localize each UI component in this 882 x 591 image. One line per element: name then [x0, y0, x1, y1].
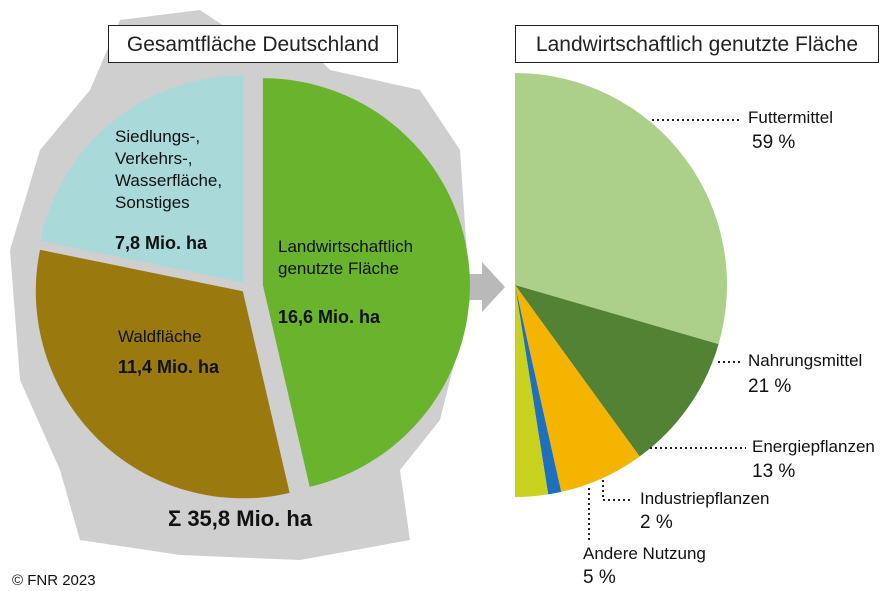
slice: [515, 73, 727, 345]
category-label: Andere Nutzung: [583, 544, 706, 563]
category-label: Siedlungs-, Verkehrs-, Wasserfläche, Son…: [115, 127, 223, 212]
value-label: 5 %: [583, 567, 616, 588]
leader-lines: [588, 119, 746, 540]
pie-right: [515, 73, 727, 497]
category-label: Nahrungsmittel: [748, 351, 863, 370]
title-left: Gesamtfläche Deutschland: [108, 25, 398, 63]
slice: [515, 285, 640, 492]
category-label: Energiepflanzen: [752, 437, 875, 456]
slice: [515, 285, 562, 495]
arrow: [462, 262, 505, 312]
total-label: Σ 35,8 Mio. ha: [168, 506, 313, 531]
title-right: Landwirtschaftlich genutzte Fläche: [515, 25, 879, 63]
value-label: 7,8 Mio. ha: [115, 233, 208, 253]
slice: [515, 285, 549, 497]
value-label: 21 %: [748, 376, 792, 397]
category-label: Landwirtschaftlich genutzte Fläche: [278, 237, 414, 278]
pie-left: [35, 75, 470, 499]
slice: [35, 249, 290, 499]
category-label: Industriepflanzen: [640, 489, 770, 508]
value-label: 2 %: [640, 512, 673, 533]
value-label: 16,6 Mio. ha: [278, 307, 381, 327]
category-label: Futtermittel: [748, 108, 834, 127]
slice: [40, 75, 244, 283]
category-label: Waldfläche: [118, 327, 202, 346]
slice: [515, 285, 719, 457]
value-label: 11,4 Mio. ha: [118, 357, 220, 377]
value-label: 13 %: [752, 461, 796, 482]
value-label: 59 %: [752, 132, 796, 153]
slice: [262, 78, 470, 487]
footer: © FNR 2023: [12, 572, 96, 589]
